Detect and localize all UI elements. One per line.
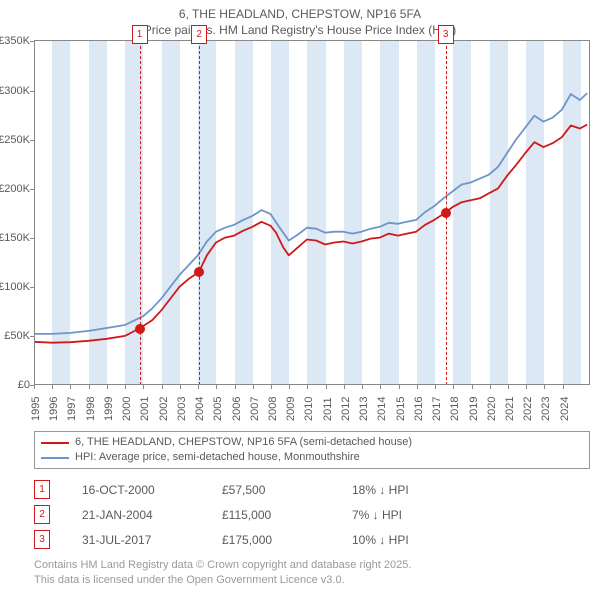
chart-container: { "title": { "line1": "6, THE HEADLAND, … [0, 0, 600, 590]
transaction-date: 21-JAN-2004 [82, 508, 222, 522]
y-tick-label: £250K [0, 134, 30, 146]
x-tick-label: 2024 [559, 397, 571, 421]
x-tick-label: 2007 [249, 397, 261, 421]
transaction-row: 1 16-OCT-2000£57,50018% ↓ HPI [34, 477, 590, 502]
transaction-delta: 10% ↓ HPI [352, 533, 462, 547]
y-tick-label: £150K [0, 232, 30, 244]
transaction-price: £175,000 [222, 533, 352, 547]
x-tick-label: 2020 [486, 397, 498, 421]
y-tick-label: £0 [0, 379, 30, 391]
transaction-delta: 18% ↓ HPI [352, 483, 462, 497]
legend-swatch-price-paid [41, 442, 69, 444]
transaction-marker-dot [194, 267, 204, 277]
y-tick-label: £300K [0, 85, 30, 97]
x-tick-label: 2009 [285, 397, 297, 421]
x-tick-label: 2018 [449, 397, 461, 421]
plot-inner [34, 41, 589, 385]
x-tick-label: 1997 [66, 397, 78, 421]
transaction-date: 16-OCT-2000 [82, 483, 222, 497]
transactions-table: 1 16-OCT-2000£57,50018% ↓ HPI 2 21-JAN-2004… [34, 477, 590, 552]
transaction-number-box: 3 [34, 530, 50, 549]
x-tick-label: 2003 [176, 397, 188, 421]
x-tick-label: 2011 [322, 398, 334, 422]
x-tick-label: 2005 [212, 397, 224, 421]
x-tick-label: 1995 [30, 397, 42, 421]
x-tick-label: 2013 [358, 397, 370, 421]
y-tick-label: £350K [0, 35, 30, 47]
x-tick-label: 1999 [103, 397, 115, 421]
x-tick-label: 2022 [522, 397, 534, 421]
transaction-marker-dot [441, 208, 451, 218]
y-tick-label: £200K [0, 183, 30, 195]
transaction-price: £57,500 [222, 483, 352, 497]
x-tick-label: 2015 [395, 397, 407, 421]
x-tick-label: 2008 [267, 397, 279, 421]
x-tick-label: 2016 [413, 397, 425, 421]
transaction-number-box: 2 [34, 505, 50, 524]
transaction-delta: 7% ↓ HPI [352, 508, 462, 522]
x-tick-label: 2014 [376, 397, 388, 421]
x-tick-label: 2004 [194, 397, 206, 421]
transaction-price: £115,000 [222, 508, 352, 522]
legend-row: 6, THE HEADLAND, CHEPSTOW, NP16 5FA (sem… [41, 435, 583, 450]
x-tick-label: 2021 [504, 397, 516, 421]
x-tick-label: 2012 [340, 397, 352, 421]
footer: Contains HM Land Registry data © Crown c… [34, 558, 590, 588]
x-tick-label: 1998 [85, 397, 97, 421]
series-line-hpi [34, 93, 587, 334]
transaction-row: 2 21-JAN-2004£115,0007% ↓ HPI [34, 502, 590, 527]
x-tick-label: 2000 [121, 397, 133, 421]
transaction-date: 31-JUL-2017 [82, 533, 222, 547]
x-tick-label: 2023 [540, 397, 552, 421]
line-svg [34, 41, 589, 385]
transaction-number-box: 1 [34, 480, 50, 499]
footer-line-1: Contains HM Land Registry data © Crown c… [34, 558, 590, 573]
footer-line-2: This data is licensed under the Open Gov… [34, 573, 590, 588]
transaction-marker-dot [135, 324, 145, 334]
x-tick-label: 2006 [231, 397, 243, 421]
chart-title: 6, THE HEADLAND, CHEPSTOW, NP16 5FA Pric… [0, 0, 600, 40]
x-tick-label: 2017 [431, 397, 443, 421]
x-tick-label: 2001 [139, 397, 151, 421]
x-tick-label: 2019 [468, 397, 480, 421]
transaction-marker-box: 3 [438, 25, 454, 44]
title-line-2: Price paid vs. HM Land Registry's House … [0, 22, 600, 38]
legend-row: HPI: Average price, semi-detached house,… [41, 450, 583, 465]
x-axis: 1995199619971998199920002001200220032004… [34, 385, 590, 425]
transaction-marker-box: 2 [191, 25, 207, 44]
x-tick-label: 1996 [48, 397, 60, 421]
legend-swatch-hpi [41, 457, 69, 459]
y-tick-label: £50K [0, 330, 30, 342]
x-tick-label: 2002 [158, 397, 170, 421]
transaction-vline [199, 41, 200, 385]
title-line-1: 6, THE HEADLAND, CHEPSTOW, NP16 5FA [0, 6, 600, 22]
y-tick-label: £100K [0, 281, 30, 293]
transaction-marker-box: 1 [132, 25, 148, 44]
plot-area: £0£50K£100K£150K£200K£250K£300K£350K123 [34, 40, 590, 385]
legend-label-price-paid: 6, THE HEADLAND, CHEPSTOW, NP16 5FA (sem… [75, 435, 412, 450]
legend-label-hpi: HPI: Average price, semi-detached house,… [75, 450, 360, 465]
legend: 6, THE HEADLAND, CHEPSTOW, NP16 5FA (sem… [34, 431, 590, 469]
x-tick-label: 2010 [303, 397, 315, 421]
transaction-row: 3 31-JUL-2017£175,00010% ↓ HPI [34, 527, 590, 552]
